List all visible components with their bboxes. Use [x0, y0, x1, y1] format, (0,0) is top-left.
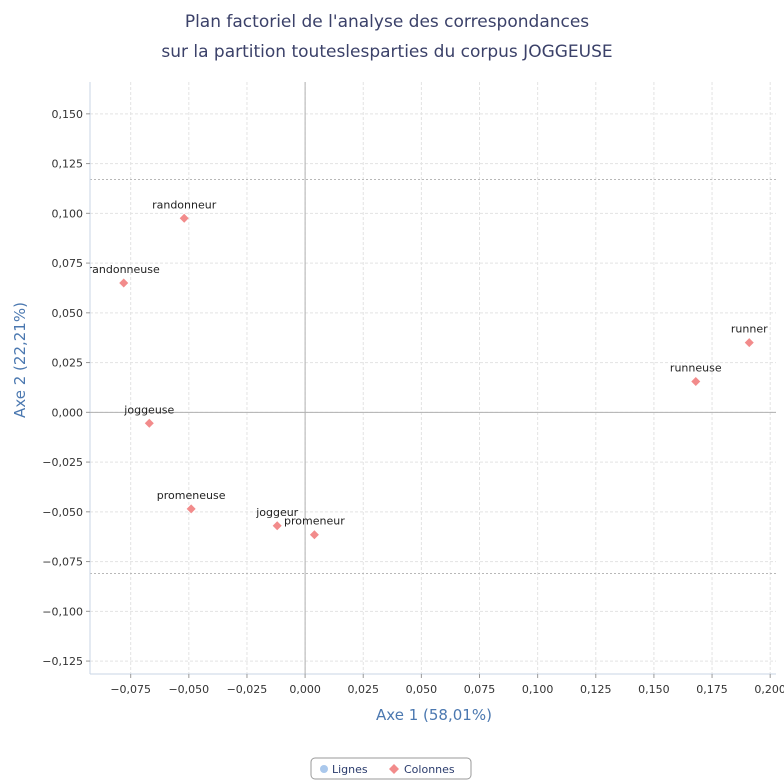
point-runneuse[interactable] [691, 376, 701, 386]
point-label-joggeuse: joggeuse [123, 403, 174, 416]
x-tick-label: 0,025 [347, 683, 379, 696]
y-tick-label: 0,125 [52, 158, 84, 171]
point-label-runneuse: runneuse [670, 361, 722, 374]
y-tick-label: 0,050 [52, 307, 84, 320]
point-label-randonneur: randonneur [152, 198, 217, 211]
x-tick-label: 0,200 [754, 683, 784, 696]
point-randonneur[interactable] [179, 213, 189, 223]
legend-colonnes-marker[interactable] [389, 764, 399, 774]
grid [90, 82, 776, 674]
y-tick-label: −0,100 [42, 605, 83, 618]
legend: Lignes Colonnes [310, 757, 472, 780]
chart-title-line-1: Plan factoriel de l'analyse des correspo… [185, 12, 589, 32]
point-labels: randonneur randonneuse joggeuse promeneuse j… [88, 198, 768, 528]
x-tick-label: 0,100 [522, 683, 554, 696]
chart-title-line-2: sur la partition touteslesparties du cor… [161, 42, 612, 62]
point-joggeur[interactable] [272, 521, 282, 531]
point-label-randonneuse: randonneuse [88, 263, 160, 276]
x-tick-label: −0,075 [110, 683, 151, 696]
y-axis-title: Axe 2 (22,21%) [11, 302, 29, 418]
point-promeneuse[interactable] [186, 504, 196, 514]
y-tick-label: −0,075 [42, 556, 83, 569]
point-label-joggeur: joggeur [255, 506, 298, 519]
point-label-promeneur: promeneur [284, 515, 345, 528]
y-tick-label: 0,150 [52, 108, 84, 121]
x-tick-label: 0,000 [289, 683, 321, 696]
legend-lignes-marker[interactable] [320, 765, 328, 773]
y-tick-label: 0,075 [52, 257, 84, 270]
y-tick-label: −0,025 [42, 456, 83, 469]
point-label-promeneuse: promeneuse [157, 489, 226, 502]
x-tick-label: 0,125 [580, 683, 612, 696]
x-tick-label: 0,150 [638, 683, 670, 696]
x-tick-label: −0,050 [168, 683, 209, 696]
x-tick-label: −0,025 [227, 683, 268, 696]
x-tick-label: 0,050 [406, 683, 438, 696]
legend-colonnes-label[interactable]: Colonnes [404, 763, 455, 776]
x-tick-labels: −0,075 −0,050 −0,025 0,000 0,025 0,050 0,075 0,… [110, 683, 784, 696]
y-tick-labels: 0,150 0,125 0,100 0,075 0,050 0,025 0,000 −0,02… [42, 108, 83, 668]
y-tick-label: 0,000 [52, 406, 84, 419]
y-tick-label: −0,125 [42, 655, 83, 668]
y-tick-label: 0,025 [52, 357, 84, 370]
point-joggeuse[interactable] [144, 418, 154, 428]
data-points [119, 213, 754, 540]
x-axis-title: Axe 1 (58,01%) [376, 706, 492, 724]
axes [86, 82, 776, 678]
point-runner[interactable] [744, 338, 754, 348]
point-label-runner: runner [731, 323, 768, 336]
legend-lignes-label[interactable]: Lignes [332, 763, 368, 776]
y-tick-label: −0,050 [42, 506, 83, 519]
x-tick-label: 0,175 [696, 683, 728, 696]
x-tick-label: 0,075 [464, 683, 496, 696]
point-promeneur[interactable] [309, 530, 319, 540]
point-randonneuse[interactable] [119, 278, 129, 288]
y-tick-label: 0,100 [52, 207, 84, 220]
